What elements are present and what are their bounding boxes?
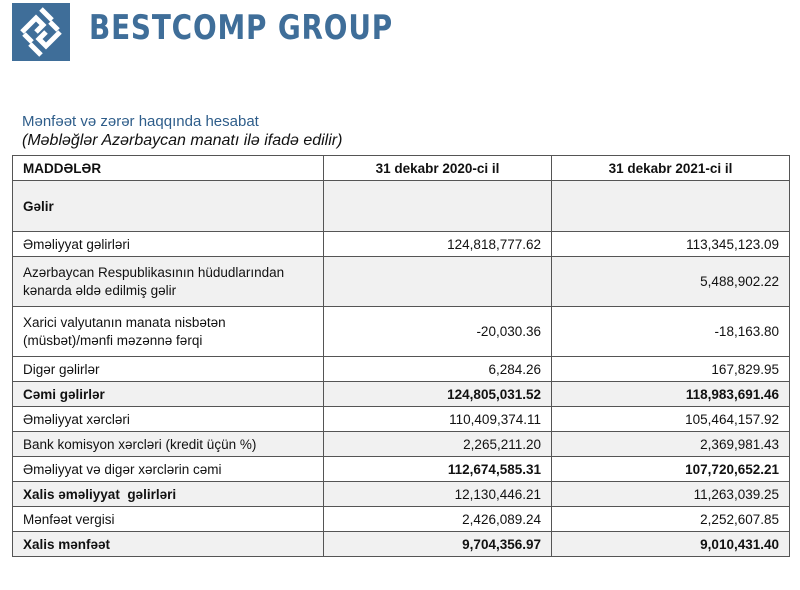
table-row: Əməliyyat və digər xərclərin cəmi 112,674… [12, 456, 790, 482]
value-2020: 9,704,356.97 [323, 531, 552, 557]
row-label: Cəmi gəlirlər [12, 381, 324, 407]
row-label: Xarici valyutanın manata nisbətən (müsbə… [12, 306, 324, 357]
table-row: Əməliyyat gəlirləri 124,818,777.62 113,345… [12, 231, 790, 257]
value-2021: 9,010,431.40 [551, 531, 790, 557]
brand-name: BESTCOMP GROUP [89, 8, 394, 48]
value-2020: 2,426,089.24 [323, 506, 552, 532]
company-logo [12, 3, 70, 61]
row-label: Mənfəət vergisi [12, 506, 324, 532]
value-2021: 113,345,123.09 [551, 231, 790, 257]
value-2020: -20,030.36 [323, 306, 552, 357]
table-row: Cəmi gəlirlər 124,805,031.52 118,983,691.4… [12, 381, 790, 407]
header-items: MADDƏLƏR [12, 155, 324, 181]
value-2020: 110,409,374.11 [323, 406, 552, 432]
value-2021: 2,252,607.85 [551, 506, 790, 532]
income-statement-table: MADDƏLƏR 31 dekabr 2020-ci il 31 dekabr … [12, 155, 790, 557]
value-2020: 6,284.26 [323, 356, 552, 382]
table-row: Əməliyyat xərcləri 110,409,374.11 105,464,… [12, 406, 790, 432]
report-title: Mənfəət və zərər haqqında hesabat [22, 113, 259, 130]
row-label: Bank komisyon xərcləri (kredit üçün %) [12, 431, 324, 457]
value-2020 [323, 256, 552, 307]
table-row: Xarici valyutanın manata nisbətən (müsbə… [12, 306, 790, 357]
table-row: Azərbaycan Respublikasının hüdudlarından… [12, 256, 790, 307]
value-2020: 12,130,446.21 [323, 481, 552, 507]
value-2021: 118,983,691.46 [551, 381, 790, 407]
value-2021: 107,720,652.21 [551, 456, 790, 482]
row-label: Əməliyyat və digər xərclərin cəmi [12, 456, 324, 482]
header-2020: 31 dekabr 2020-ci il [323, 155, 552, 181]
value-2021: -18,163.80 [551, 306, 790, 357]
table-row: Mənfəət vergisi 2,426,089.24 2,252,607.85 [12, 506, 790, 532]
row-label: Əməliyyat xərcləri [12, 406, 324, 432]
value-2021: 5,488,902.22 [551, 256, 790, 307]
value-2021 [551, 180, 790, 232]
table-row: Bank komisyon xərcləri (kredit üçün %) 2,… [12, 431, 790, 457]
row-label: Azərbaycan Respublikasının hüdudlarından… [12, 256, 324, 307]
table-row: Xalis əməliyyat gəlirləri 12,130,446.21 11… [12, 481, 790, 507]
row-label: Gəlir [12, 180, 324, 232]
table-row: Digər gəlirlər 6,284.26 167,829.95 [12, 356, 790, 382]
table-row: Gəlir [12, 180, 790, 232]
value-2020: 2,265,211.20 [323, 431, 552, 457]
value-2021: 11,263,039.25 [551, 481, 790, 507]
value-2020: 124,805,031.52 [323, 381, 552, 407]
row-label: Xalis mənfəət [12, 531, 324, 557]
header-2021: 31 dekabr 2021-ci il [551, 155, 790, 181]
table-row: Xalis mənfəət 9,704,356.97 9,010,431.40 [12, 531, 790, 557]
table-header-row: MADDƏLƏR 31 dekabr 2020-ci il 31 dekabr … [12, 155, 790, 181]
value-2020: 124,818,777.62 [323, 231, 552, 257]
report-subtitle: (Məbləğlər Azərbaycan manatı ilə ifadə e… [22, 132, 343, 149]
value-2021: 2,369,981.43 [551, 431, 790, 457]
value-2021: 105,464,157.92 [551, 406, 790, 432]
value-2020 [323, 180, 552, 232]
row-label: Xalis əməliyyat gəlirləri [12, 481, 324, 507]
row-label: Əməliyyat gəlirləri [12, 231, 324, 257]
value-2020: 112,674,585.31 [323, 456, 552, 482]
row-label: Digər gəlirlər [12, 356, 324, 382]
value-2021: 167,829.95 [551, 356, 790, 382]
